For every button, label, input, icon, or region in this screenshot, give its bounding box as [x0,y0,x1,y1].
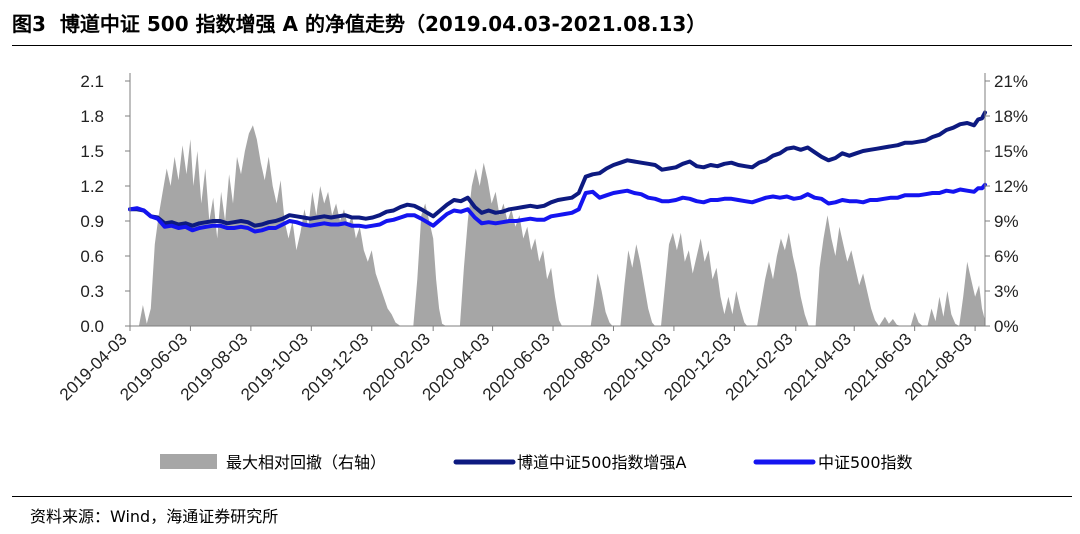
legend-item-fund: 博道中证500指数增强A [453,453,687,472]
legend-label: 中证500指数 [818,453,913,472]
y-left-tick-label: 0.3 [80,282,104,301]
legend-label: 博道中证500指数增强A [517,453,687,472]
y-right-tick-label: 6% [994,247,1019,266]
legend-label: 最大相对回撤（右轴） [226,453,386,472]
legend-item-index: 中证500指数 [753,453,913,472]
y-right-tick-label: 21% [994,72,1028,91]
y-left-tick-label: 1.2 [80,177,104,196]
y-right-tick-label: 9% [994,212,1019,231]
y-right-tick-label: 3% [994,282,1019,301]
drawdown-area-layer [130,125,985,326]
y-right-tick-label: 12% [994,177,1028,196]
footer-rule [12,496,1072,497]
y-left-tick-label: 2.1 [80,72,104,91]
source-note: 资料来源：Wind，海通证券研究所 [30,507,279,526]
fund-nav-line [128,110,987,228]
drawdown-area-series [130,125,985,326]
figure-title: 图3 博道中证 500 指数增强 A 的净值走势（2019.04.03-2021.… [12,6,1072,42]
title-rule [12,45,1072,46]
y-left-tick-label: 1.8 [80,107,104,126]
y-right-tick-label: 0% [994,317,1019,336]
y-left-tick-label: 0.6 [80,247,104,266]
y-left-tick-label: 0.0 [80,317,104,336]
nav-line-layer [128,110,987,234]
legend-swatch [160,454,217,469]
y-left-tick-label: 0.9 [80,212,104,231]
legend: 最大相对回撤（右轴） 博道中证500指数增强A 中证500指数 [160,453,913,472]
y-left-tick-label: 1.5 [80,142,104,161]
index-nav-line [128,182,987,234]
figure-title-text: 博道中证 500 指数增强 A 的净值走势（2019.04.03-2021.08… [59,12,707,36]
y-right-tick-label: 15% [994,142,1028,161]
figure-number: 图3 [12,12,46,36]
legend-item-drawdown: 最大相对回撤（右轴） [160,453,386,472]
y-right-tick-label: 18% [994,107,1028,126]
nav-chart: 0.0 0.3 0.6 0.9 1.2 1.5 1.8 2.1 0% 3% 6% 9% 12% 15% 18… [56,72,1028,472]
